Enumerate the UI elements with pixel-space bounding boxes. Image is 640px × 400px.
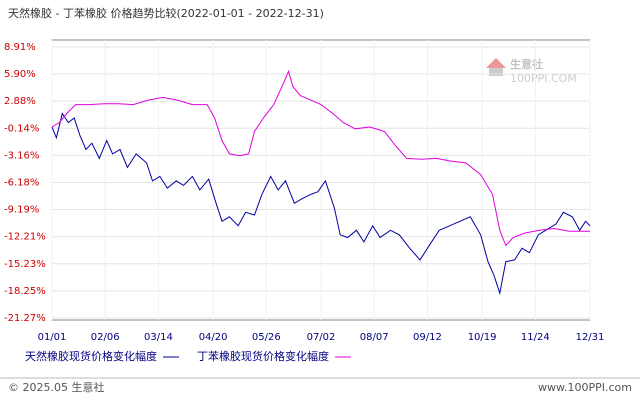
x-tick-label: 02/06 [91, 332, 120, 343]
x-tick-label: 03/14 [144, 332, 173, 343]
y-tick-label: -18.25% [4, 286, 46, 297]
watermark: 生意社 100PPI.COM [486, 57, 577, 85]
y-tick-label: 2.88% [4, 96, 36, 107]
watermark-logo [486, 58, 506, 68]
x-tick-label: 09/12 [413, 332, 442, 343]
x-tick-label: 05/26 [252, 332, 281, 343]
y-tick-label: -3.16% [4, 150, 39, 161]
y-tick-label: -6.18% [4, 178, 39, 189]
y-tick-label: -0.14% [4, 123, 39, 134]
footer-copyright: © 2025.05 生意社 [8, 380, 104, 394]
x-tick-label: 11/24 [521, 332, 550, 343]
y-tick-label: 5.90% [4, 69, 36, 80]
x-tick-label: 04/20 [199, 332, 228, 343]
x-tick-label: 07/02 [307, 332, 336, 343]
legend-label: 丁苯橡胶现货价格变化幅度 [197, 349, 329, 363]
y-tick-label: -12.21% [4, 232, 46, 243]
watermark-site: 100PPI.COM [510, 72, 577, 85]
watermark-name: 生意社 [510, 57, 543, 71]
chart-title: 天然橡胶 - 丁苯橡胶 价格趋势比较(2022-01-01 - 2022-12-… [8, 6, 324, 20]
series-line [51, 112, 591, 296]
x-tick-label: 10/19 [468, 332, 497, 343]
footer-website: www.100PPI.com [538, 381, 632, 394]
x-tick-label: 08/07 [360, 332, 389, 343]
y-tick-label: 8.91% [4, 42, 36, 53]
x-tick-label: 12/31 [576, 332, 605, 343]
y-tick-label: -9.19% [4, 205, 39, 216]
y-tick-label: -15.23% [4, 259, 46, 270]
y-tick-label: -21.27% [4, 313, 46, 324]
legend-label: 天然橡胶现货价格变化幅度 [25, 349, 157, 363]
x-tick-label: 01/01 [38, 332, 67, 343]
watermark-logo [489, 68, 503, 76]
series-line [51, 69, 590, 247]
